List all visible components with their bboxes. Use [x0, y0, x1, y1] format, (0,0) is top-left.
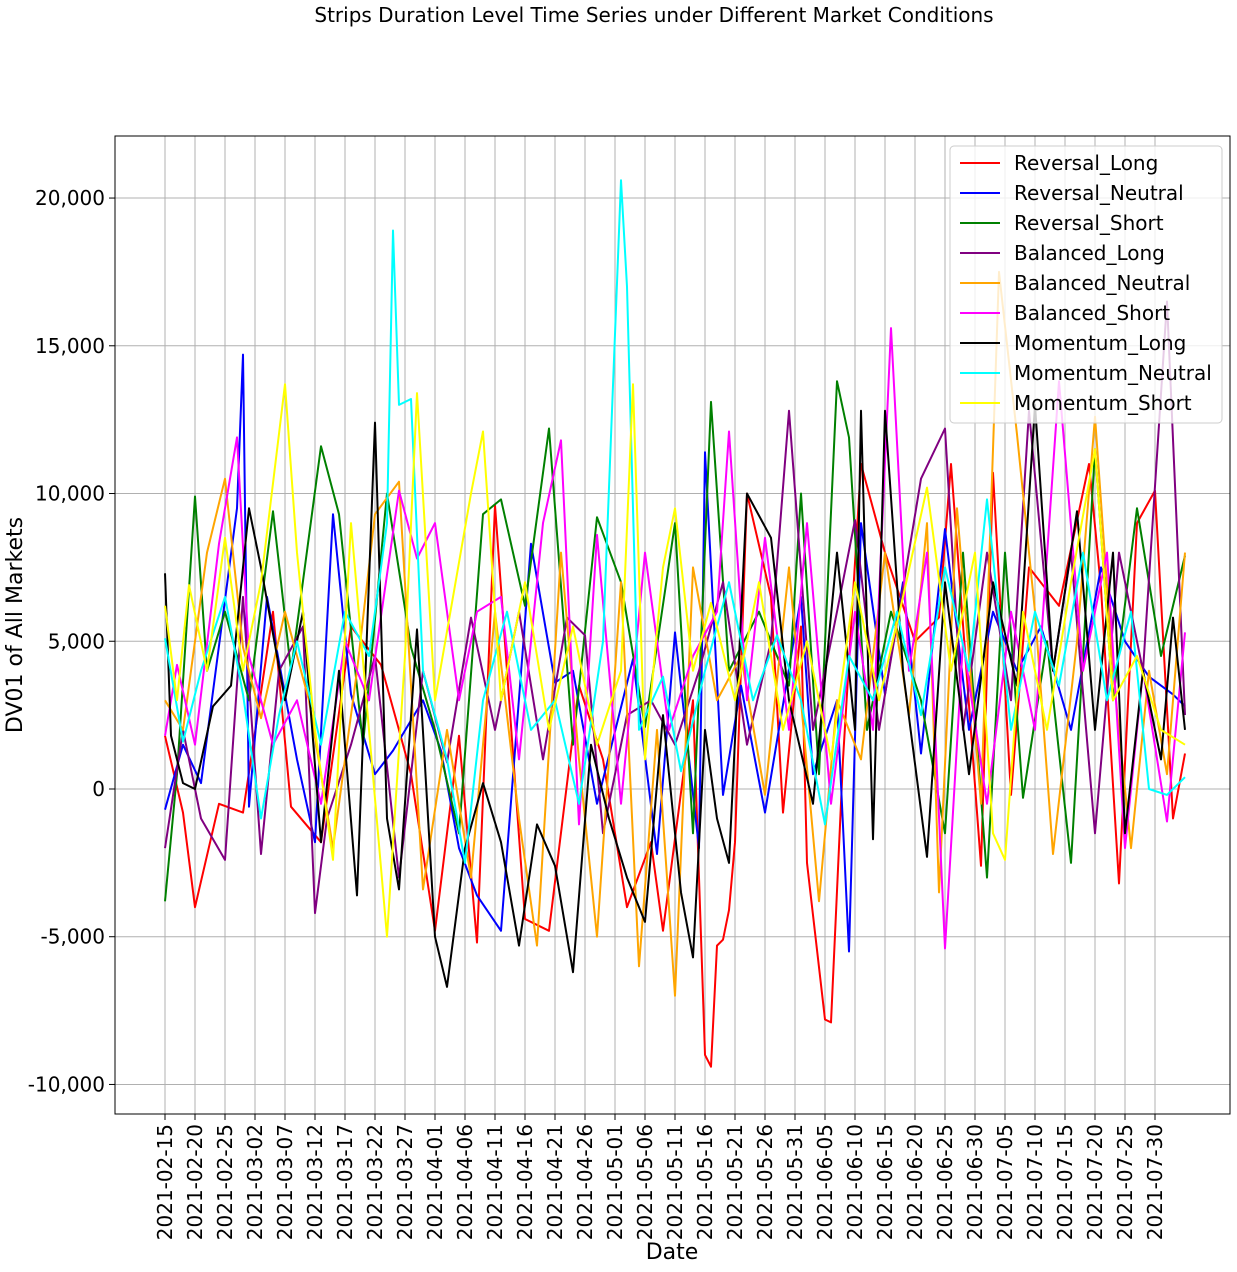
x-tick-label: 2021-06-25: [933, 1124, 957, 1240]
x-axis-label: Date: [646, 1240, 699, 1265]
x-tick-label: 2021-07-15: [1053, 1124, 1077, 1240]
x-tick-label: 2021-07-10: [1023, 1124, 1047, 1240]
y-tick-label: 10,000: [35, 482, 105, 506]
legend-box: [949, 145, 1223, 424]
x-tick-label: 2021-04-21: [543, 1124, 567, 1240]
legend-label: Reversal_Neutral: [1014, 181, 1184, 205]
chart-title: Strips Duration Level Time Series under …: [314, 3, 993, 27]
series-line-balanced-neutral: [164, 270, 1186, 997]
y-tick-label: -10,000: [28, 1072, 105, 1096]
legend-label: Balanced_Neutral: [1014, 271, 1190, 295]
x-tick-label: 2021-03-12: [303, 1124, 327, 1240]
x-tick-label: 2021-04-16: [513, 1124, 537, 1240]
series-line-reversal-short: [164, 380, 1186, 902]
series-line-momentum-neutral: [164, 179, 1186, 864]
x-tick-label: 2021-05-21: [723, 1124, 747, 1240]
x-tick-label: 2021-05-16: [693, 1124, 717, 1240]
legend-label: Balanced_Short: [1014, 301, 1170, 325]
legend-label: Reversal_Short: [1014, 211, 1164, 235]
legend-label: Momentum_Neutral: [1014, 361, 1212, 385]
x-tick-label: 2021-06-15: [873, 1124, 897, 1240]
x-tick-label: 2021-05-11: [663, 1124, 687, 1240]
legend-label: Balanced_Long: [1014, 241, 1165, 265]
x-tick-label: 2021-03-17: [333, 1124, 357, 1240]
legend-label: Reversal_Long: [1014, 151, 1158, 175]
x-tick-label: 2021-06-05: [813, 1124, 837, 1240]
legend: Reversal_Long Reversal_Neutral Reversal_Sh…: [949, 145, 1223, 424]
x-tick-label: 2021-07-20: [1083, 1124, 1107, 1240]
series-lines: [164, 179, 1186, 1068]
plot-frame: [114, 135, 1231, 1115]
x-tick-label: 2021-04-26: [573, 1124, 597, 1240]
y-tick-label: -5,000: [41, 925, 105, 949]
x-tick-label: 2021-06-20: [903, 1124, 927, 1240]
y-tick-label: 0: [92, 777, 105, 801]
legend-label: Momentum_Short: [1014, 391, 1192, 415]
x-tick-label: 2021-05-01: [603, 1124, 627, 1240]
y-tick-label: 5,000: [48, 629, 105, 653]
x-tick-label: 2021-03-27: [393, 1124, 417, 1240]
x-tick-label: 2021-07-25: [1113, 1124, 1137, 1240]
x-axis-ticks: 2021-02-15 2021-02-20 2021-02-25 2021-03-02…: [153, 1114, 1167, 1240]
x-tick-label: 2021-05-06: [633, 1124, 657, 1240]
y-axis-label: DV01 of All Markets: [3, 517, 28, 733]
series-line-momentum-short: [164, 383, 1186, 938]
x-tick-label: 2021-04-01: [423, 1124, 447, 1240]
x-tick-label: 2021-06-30: [963, 1124, 987, 1240]
x-tick-label: 2021-05-26: [753, 1124, 777, 1240]
y-axis-ticks: -10,000 -5,000 0 5,000 10,000 15,000 20,000: [28, 186, 115, 1096]
x-tick-label: 2021-02-25: [213, 1124, 237, 1240]
x-tick-label: 2021-03-02: [243, 1124, 267, 1240]
y-tick-label: 20,000: [35, 186, 105, 210]
y-tick-label: 15,000: [35, 334, 105, 358]
x-tick-label: 2021-02-15: [153, 1124, 177, 1240]
x-tick-label: 2021-07-05: [993, 1124, 1017, 1240]
x-tick-label: 2021-06-10: [843, 1124, 867, 1240]
x-tick-label: 2021-07-30: [1143, 1124, 1167, 1240]
x-tick-label: 2021-02-20: [183, 1124, 207, 1240]
series-line-reversal-neutral: [164, 353, 1186, 953]
legend-label: Momentum_Long: [1014, 331, 1186, 355]
x-tick-label: 2021-04-11: [483, 1124, 507, 1240]
x-tick-label: 2021-03-07: [273, 1124, 297, 1240]
series-line-reversal-long: [164, 463, 1186, 1068]
x-tick-label: 2021-04-06: [453, 1124, 477, 1240]
x-tick-label: 2021-05-31: [783, 1124, 807, 1240]
x-tick-label: 2021-03-22: [363, 1124, 387, 1240]
